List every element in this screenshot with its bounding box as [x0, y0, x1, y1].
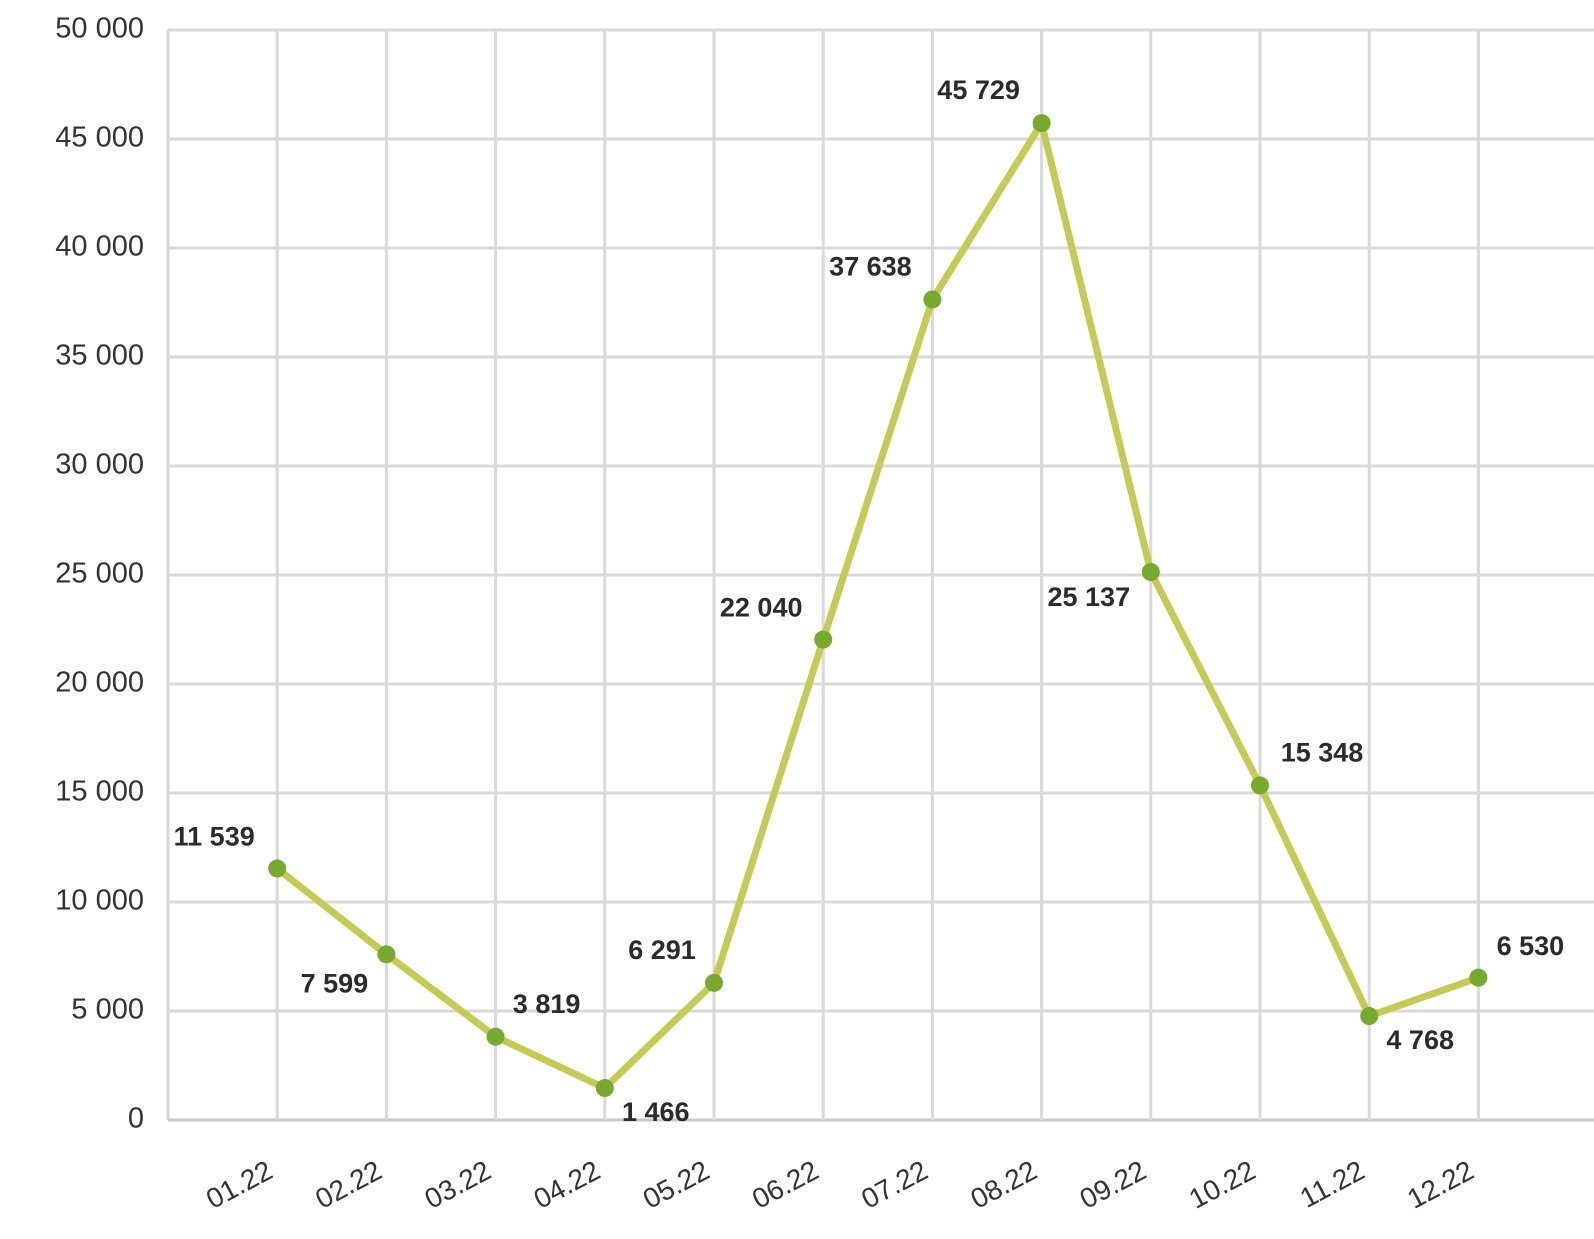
marker	[1141, 563, 1160, 582]
marker	[268, 859, 287, 878]
marker	[1032, 114, 1051, 133]
y-tick-label: 20 000	[55, 667, 144, 699]
y-tick-label: 10 000	[55, 885, 144, 917]
x-tick-label: 05.22	[638, 1154, 714, 1214]
y-tick-label: 40 000	[55, 231, 144, 263]
data-label: 11 539	[174, 822, 255, 852]
data-label: 25 137	[1048, 582, 1131, 612]
data-label: 6 530	[1497, 931, 1565, 961]
y-tick-label: 25 000	[55, 558, 144, 590]
marker	[923, 290, 942, 309]
data-label: 4 768	[1386, 1025, 1454, 1055]
y-tick-label: 35 000	[55, 340, 144, 372]
x-tick-label: 11.22	[1295, 1154, 1370, 1213]
marker	[705, 973, 723, 992]
x-tick-label: 04.22	[529, 1154, 605, 1214]
x-tick-label: 10.22	[1184, 1154, 1260, 1214]
x-tick-label: 07.22	[856, 1154, 932, 1214]
y-tick-label: 5 000	[71, 994, 144, 1026]
marker	[377, 945, 396, 964]
marker	[595, 1079, 614, 1098]
x-tick-label: 01.22	[201, 1154, 277, 1214]
y-tick-label: 45 000	[55, 122, 144, 154]
data-label: 3 819	[513, 989, 581, 1019]
line	[275, 119, 1480, 1092]
data-label: 15 348	[1281, 738, 1364, 768]
x-tick-label: 08.22	[965, 1154, 1041, 1214]
y-tick-label: 15 000	[55, 776, 144, 808]
marker	[1469, 968, 1488, 987]
x-tick-label: 03.22	[419, 1154, 495, 1214]
y-tick-label: 0	[128, 1103, 144, 1135]
x-tick-label: 12.22	[1402, 1154, 1478, 1214]
x-tick-label: 02.22	[310, 1154, 386, 1214]
data-label: 22 040	[720, 593, 803, 623]
marker	[486, 1027, 505, 1046]
data-label: 7 599	[301, 968, 369, 998]
data-label: 37 638	[829, 252, 912, 282]
marker	[1251, 776, 1269, 795]
marker	[814, 630, 833, 649]
x-tick-label: 06.22	[747, 1154, 823, 1214]
data-label: 45 729	[937, 75, 1020, 105]
marker	[1360, 1007, 1379, 1026]
y-tick-label: 50 000	[55, 13, 144, 45]
y-tick-label: 30 000	[55, 449, 144, 481]
x-tick-label: 09.22	[1075, 1154, 1151, 1214]
data-label: 1 466	[622, 1097, 690, 1127]
data-label: 6 291	[628, 935, 696, 965]
